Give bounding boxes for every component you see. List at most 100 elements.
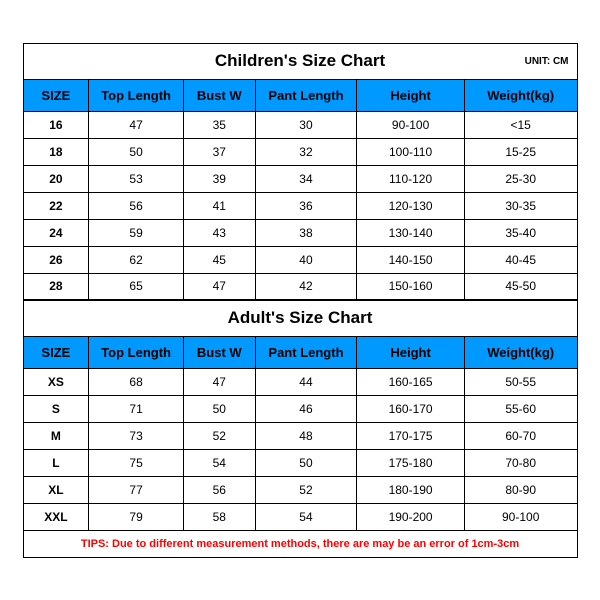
size-chart-container: Children's Size Chart UNIT: CM SIZE Top …: [23, 43, 578, 558]
table-cell: 40: [256, 247, 358, 273]
table-cell: 45-50: [465, 274, 577, 299]
header-weight: Weight(kg): [465, 80, 577, 111]
table-cell: 47: [89, 112, 184, 138]
table-cell: 130-140: [357, 220, 465, 246]
table-cell: 41: [184, 193, 256, 219]
table-row: 24594338130-14035-40: [24, 220, 577, 247]
table-cell: 35-40: [465, 220, 577, 246]
unit-label: UNIT: CM: [525, 56, 569, 67]
header-pantlength: Pant Length: [256, 80, 358, 111]
table-cell: 47: [184, 369, 256, 395]
table-cell: 25-30: [465, 166, 577, 192]
table-cell: 56: [184, 477, 256, 503]
table-cell: L: [24, 450, 90, 476]
table-row: L755450175-18070-80: [24, 450, 577, 477]
header-bust: Bust W: [184, 80, 256, 111]
header-size: SIZE: [24, 337, 90, 368]
table-cell: 24: [24, 220, 90, 246]
table-cell: 77: [89, 477, 184, 503]
table-cell: 16: [24, 112, 90, 138]
table-row: 20533934110-12025-30: [24, 166, 577, 193]
table-row: XS684744160-16550-55: [24, 369, 577, 396]
table-cell: 46: [256, 396, 358, 422]
table-cell: 53: [89, 166, 184, 192]
table-cell: 32: [256, 139, 358, 165]
header-toplength: Top Length: [89, 337, 184, 368]
table-cell: 50-55: [465, 369, 577, 395]
table-cell: XS: [24, 369, 90, 395]
table-row: 18503732100-11015-25: [24, 139, 577, 166]
table-cell: S: [24, 396, 90, 422]
header-height: Height: [357, 80, 465, 111]
table-cell: 39: [184, 166, 256, 192]
table-cell: 160-170: [357, 396, 465, 422]
table-cell: M: [24, 423, 90, 449]
table-cell: 120-130: [357, 193, 465, 219]
table-cell: 52: [256, 477, 358, 503]
table-row: 28654742150-16045-50: [24, 274, 577, 301]
table-cell: 180-190: [357, 477, 465, 503]
table-cell: 20: [24, 166, 90, 192]
tips-text: TIPS: Due to different measurement metho…: [24, 531, 577, 557]
adult-header-row: SIZE Top Length Bust W Pant Length Heigh…: [24, 337, 577, 369]
table-cell: 80-90: [465, 477, 577, 503]
table-cell: 30: [256, 112, 358, 138]
table-cell: 38: [256, 220, 358, 246]
table-cell: 15-25: [465, 139, 577, 165]
table-cell: 26: [24, 247, 90, 273]
table-cell: 140-150: [357, 247, 465, 273]
table-cell: 37: [184, 139, 256, 165]
table-cell: 62: [89, 247, 184, 273]
children-title-row: Children's Size Chart UNIT: CM: [24, 44, 577, 80]
table-cell: 35: [184, 112, 256, 138]
table-cell: 70-80: [465, 450, 577, 476]
table-cell: 160-165: [357, 369, 465, 395]
table-cell: 150-160: [357, 274, 465, 299]
table-cell: 47: [184, 274, 256, 299]
header-height: Height: [357, 337, 465, 368]
table-cell: 30-35: [465, 193, 577, 219]
children-data-rows: 1647353090-100<1518503732100-11015-25205…: [24, 112, 577, 301]
table-cell: 59: [89, 220, 184, 246]
table-cell: 68: [89, 369, 184, 395]
adult-data-rows: XS684744160-16550-55S715046160-17055-60M…: [24, 369, 577, 531]
table-cell: 50: [89, 139, 184, 165]
table-cell: 73: [89, 423, 184, 449]
table-cell: 36: [256, 193, 358, 219]
table-cell: 50: [256, 450, 358, 476]
table-row: 1647353090-100<15: [24, 112, 577, 139]
table-cell: 56: [89, 193, 184, 219]
header-weight: Weight(kg): [465, 337, 577, 368]
table-cell: <15: [465, 112, 577, 138]
table-cell: 54: [256, 504, 358, 530]
table-cell: 71: [89, 396, 184, 422]
header-size: SIZE: [24, 80, 90, 111]
table-row: 22564136120-13030-35: [24, 193, 577, 220]
table-cell: 43: [184, 220, 256, 246]
table-cell: 50: [184, 396, 256, 422]
table-cell: 18: [24, 139, 90, 165]
table-cell: 170-175: [357, 423, 465, 449]
table-cell: 52: [184, 423, 256, 449]
table-cell: XL: [24, 477, 90, 503]
table-cell: 79: [89, 504, 184, 530]
table-cell: 65: [89, 274, 184, 299]
table-cell: 48: [256, 423, 358, 449]
table-row: XXL795854190-20090-100: [24, 504, 577, 531]
table-cell: 175-180: [357, 450, 465, 476]
adult-title-row: Adult's Size Chart: [24, 301, 577, 337]
table-cell: 90-100: [465, 504, 577, 530]
table-cell: 22: [24, 193, 90, 219]
header-bust: Bust W: [184, 337, 256, 368]
children-header-row: SIZE Top Length Bust W Pant Length Heigh…: [24, 80, 577, 112]
table-cell: 28: [24, 274, 90, 299]
adult-title: Adult's Size Chart: [24, 308, 577, 328]
table-cell: 100-110: [357, 139, 465, 165]
table-row: S715046160-17055-60: [24, 396, 577, 423]
table-cell: 90-100: [357, 112, 465, 138]
table-cell: 55-60: [465, 396, 577, 422]
table-row: M735248170-17560-70: [24, 423, 577, 450]
table-cell: 110-120: [357, 166, 465, 192]
table-cell: 34: [256, 166, 358, 192]
table-cell: 58: [184, 504, 256, 530]
